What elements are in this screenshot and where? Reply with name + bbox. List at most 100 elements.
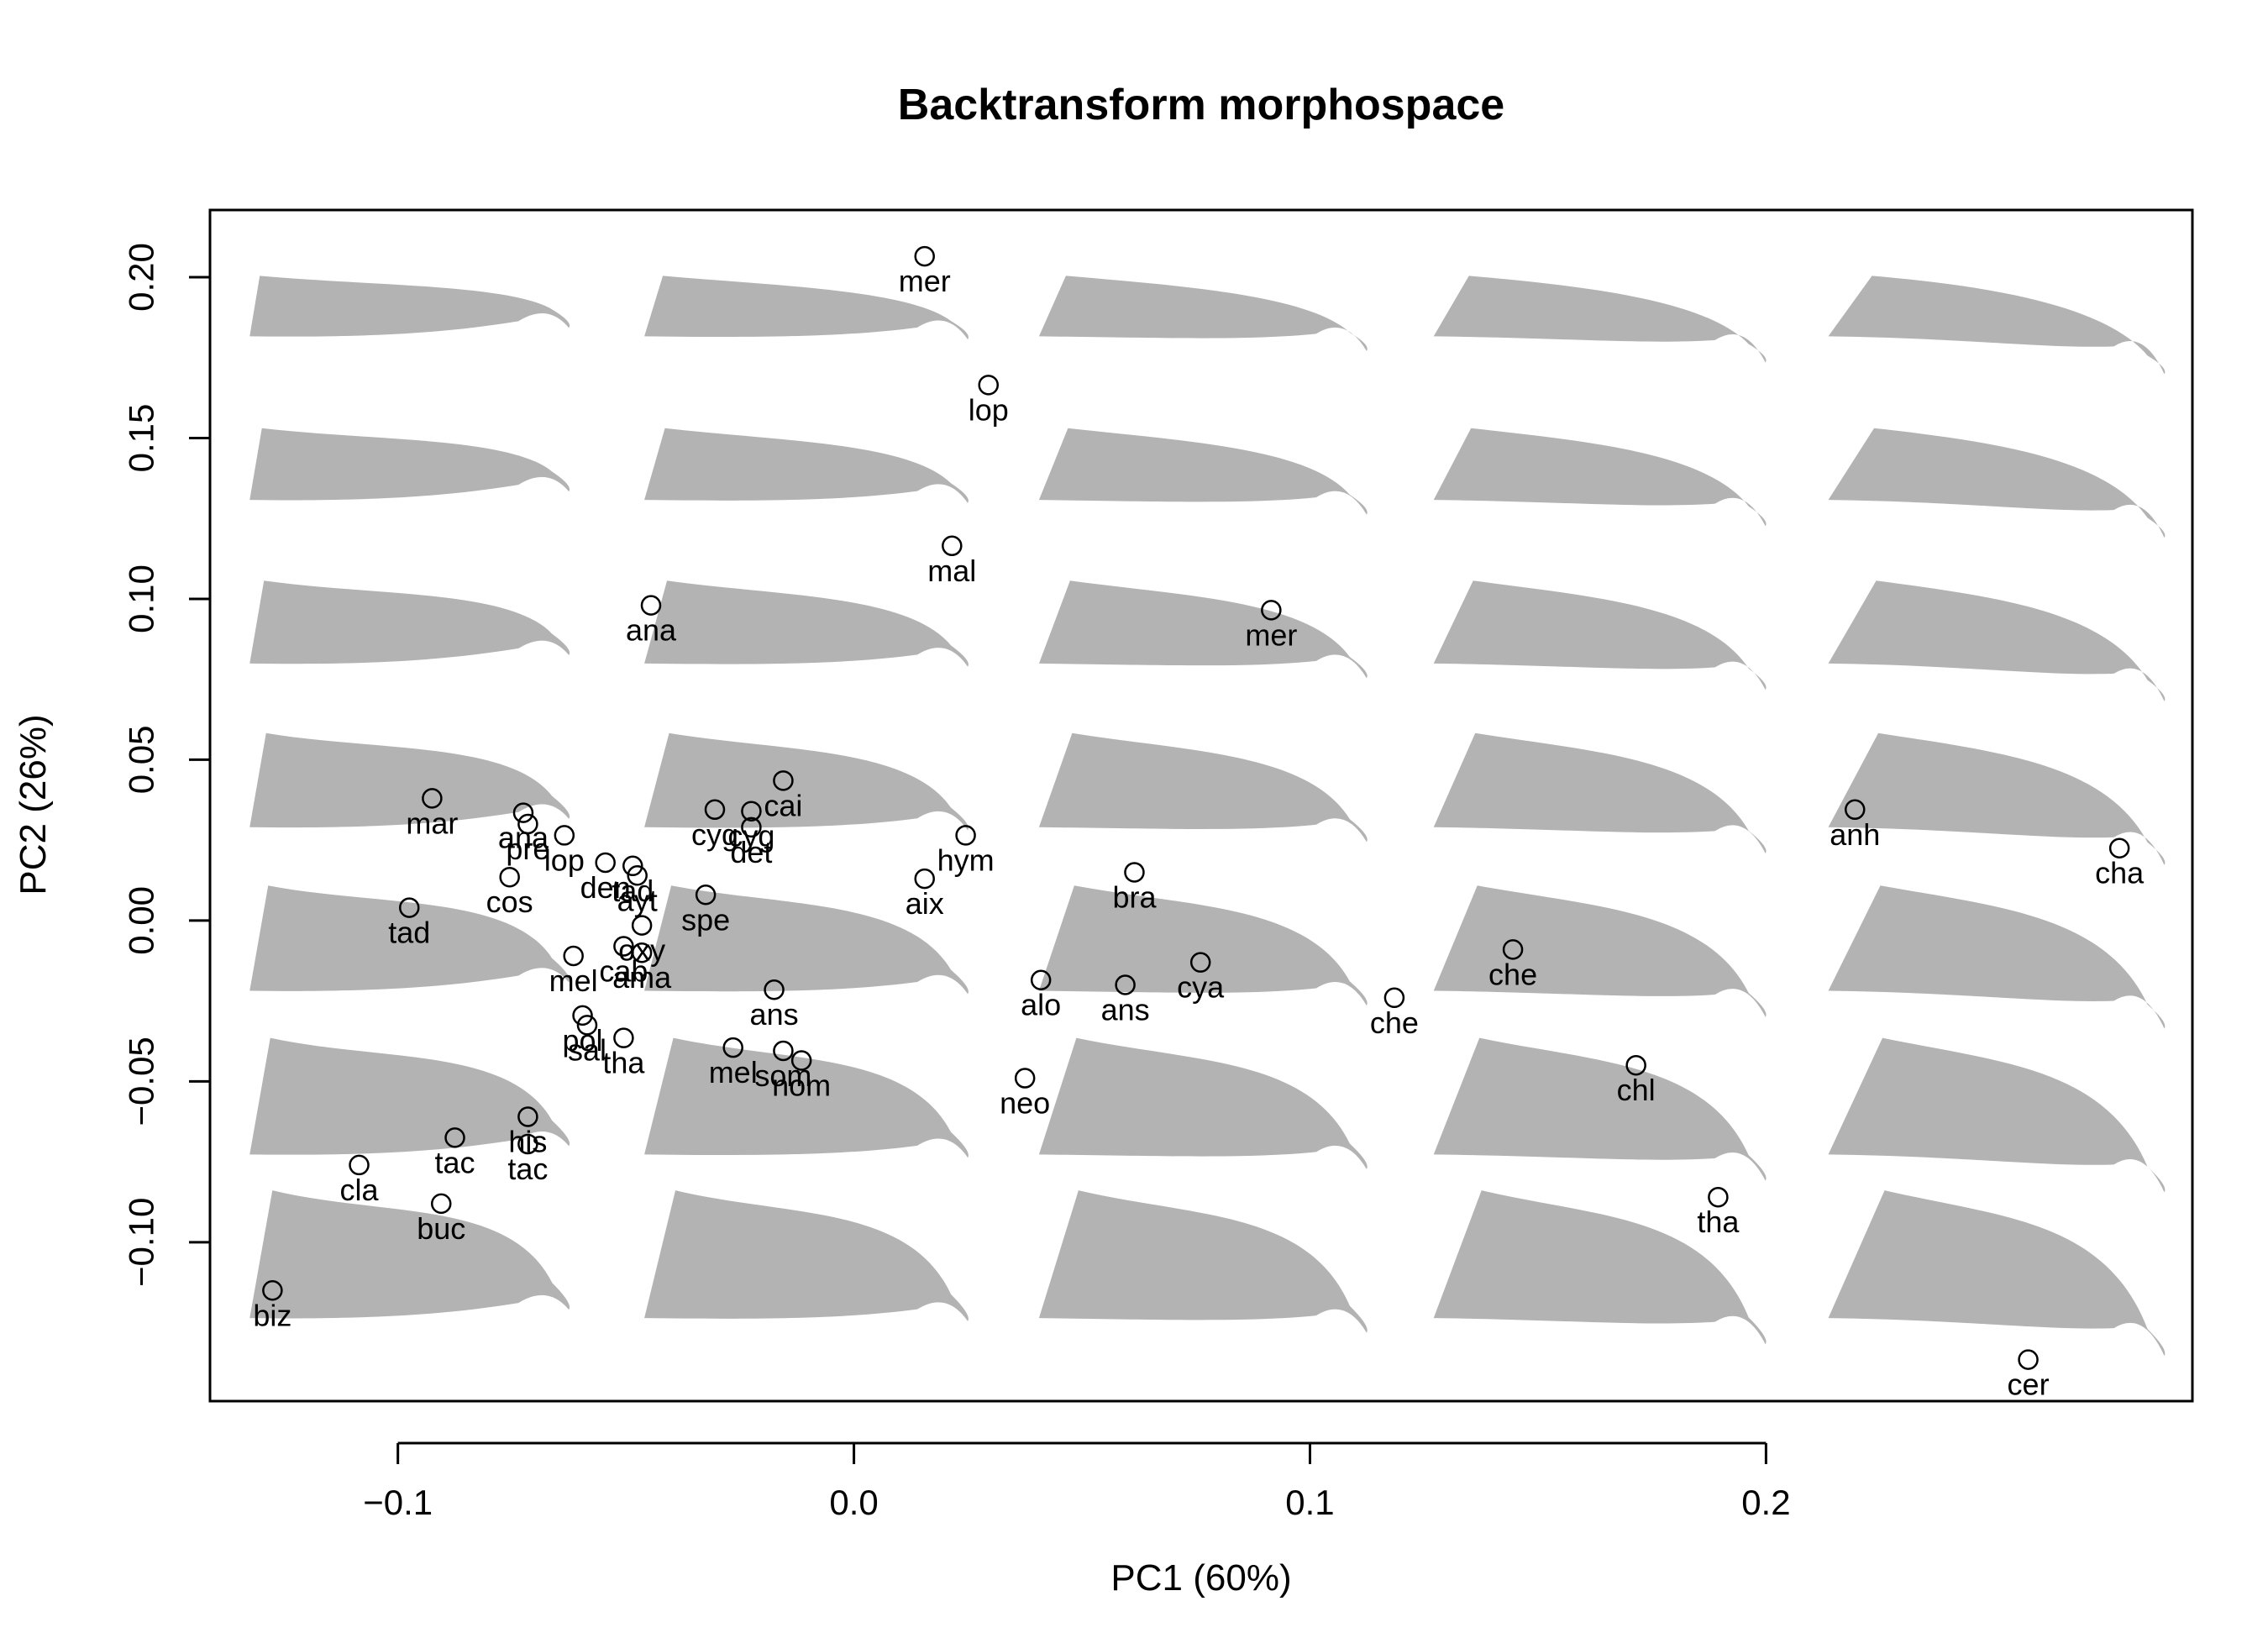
point-label: tac: [435, 1145, 475, 1179]
background-shapes: [249, 276, 2166, 1357]
data-point: [741, 816, 762, 838]
point-label: bra: [1112, 879, 1157, 914]
morph-shape: [1828, 276, 2166, 375]
morph-shape: [1038, 276, 1368, 351]
data-point: [1189, 952, 1211, 973]
morph-shape: [249, 1190, 570, 1319]
point-label: ans: [750, 997, 799, 1032]
data-point: [914, 245, 935, 267]
morph-shape: [1828, 885, 2166, 1029]
morph-shape: [644, 276, 969, 340]
data-point: [517, 1133, 538, 1155]
point-label: tha: [602, 1046, 645, 1080]
morph-shape: [249, 276, 570, 337]
data-point: [517, 1106, 538, 1127]
morph-shape: [1038, 1037, 1368, 1169]
data-point: [1115, 974, 1136, 995]
morph-shape: [1433, 885, 1767, 1017]
data-point: [695, 885, 717, 906]
data-point: [613, 1027, 634, 1048]
data-point: [349, 1154, 370, 1176]
point-label: cer: [2008, 1368, 2050, 1402]
point-label: den: [580, 870, 631, 905]
x-tick-label: 0.0: [829, 1483, 878, 1522]
point-label: mel: [709, 1055, 758, 1089]
data-point: [572, 1005, 593, 1026]
y-tick-label: 0.10: [122, 564, 161, 633]
y-tick-label: −0.10: [122, 1198, 161, 1287]
point-label: buc: [417, 1211, 465, 1246]
morph-shape: [249, 732, 570, 828]
point-label: cya: [1177, 970, 1225, 1005]
point-label: tha: [1697, 1205, 1740, 1239]
y-tick-label: −0.05: [122, 1037, 161, 1126]
data-point: [262, 1280, 283, 1301]
point-label: aix: [906, 886, 944, 921]
point-label: cla: [340, 1173, 380, 1207]
x-tick-label: 0.1: [1285, 1483, 1334, 1522]
morph-shape: [1433, 428, 1767, 527]
point-label: che: [1370, 1005, 1419, 1040]
data-point: [499, 866, 520, 888]
point-label: cab: [599, 954, 648, 989]
point-label: tad: [388, 916, 430, 950]
data-point: [444, 1127, 465, 1148]
data-point: [595, 852, 616, 874]
data-point: [631, 942, 653, 963]
point-label: spe: [681, 902, 730, 937]
data-point: [1383, 987, 1405, 1009]
data-point: [398, 897, 420, 918]
data-points: [262, 245, 2130, 1370]
point-label: pre: [506, 832, 549, 866]
point-label: cha: [2095, 856, 2145, 890]
morph-shape: [1038, 580, 1368, 679]
data-point: [563, 945, 584, 967]
data-point: [741, 801, 762, 822]
point-label: biz: [253, 1298, 291, 1332]
point-label: alo: [1021, 988, 1061, 1022]
morph-shape: [644, 1037, 969, 1158]
point-label: oxy: [618, 933, 665, 968]
morph-shape: [249, 1037, 570, 1155]
data-point: [790, 1050, 812, 1071]
data-point: [1625, 1054, 1646, 1076]
data-point: [955, 825, 976, 846]
morph-shape: [1433, 732, 1767, 853]
point-label: som: [754, 1058, 811, 1093]
point-label: che: [1488, 957, 1537, 991]
point-label: cyg: [691, 817, 738, 852]
data-point: [1708, 1186, 1729, 1208]
y-tick-label: 0.15: [122, 404, 161, 473]
point-label: ama: [612, 960, 672, 995]
morph-shape: [644, 732, 969, 831]
data-point: [2108, 837, 2130, 858]
morph-shape: [1828, 732, 2166, 865]
point-label: mer: [899, 264, 951, 298]
data-point: [978, 375, 999, 396]
morph-shape: [249, 885, 570, 991]
morph-shape: [644, 885, 969, 995]
data-point: [517, 813, 538, 835]
plot-frame: [208, 208, 2194, 1403]
data-point: [764, 979, 785, 1000]
morph-shape: [644, 428, 969, 503]
point-label: tad: [612, 874, 654, 908]
y-tick-label: 0.00: [122, 886, 161, 955]
data-point: [773, 770, 794, 791]
data-point: [512, 802, 534, 823]
point-label: cos: [486, 885, 533, 919]
data-point: [1124, 862, 1145, 883]
point-label: cai: [764, 788, 802, 822]
morph-shape: [1828, 580, 2166, 701]
morph-shape: [1038, 1190, 1368, 1333]
point-label: mar: [406, 806, 458, 840]
point-label: lop: [544, 843, 585, 877]
data-point: [1261, 600, 1282, 621]
data-point: [640, 595, 662, 616]
data-point: [914, 868, 935, 890]
point-label: neo: [1000, 1086, 1050, 1121]
y-axis-label: PC2 (26%): [13, 714, 54, 895]
point-label: det: [730, 835, 772, 869]
data-point: [942, 535, 963, 557]
